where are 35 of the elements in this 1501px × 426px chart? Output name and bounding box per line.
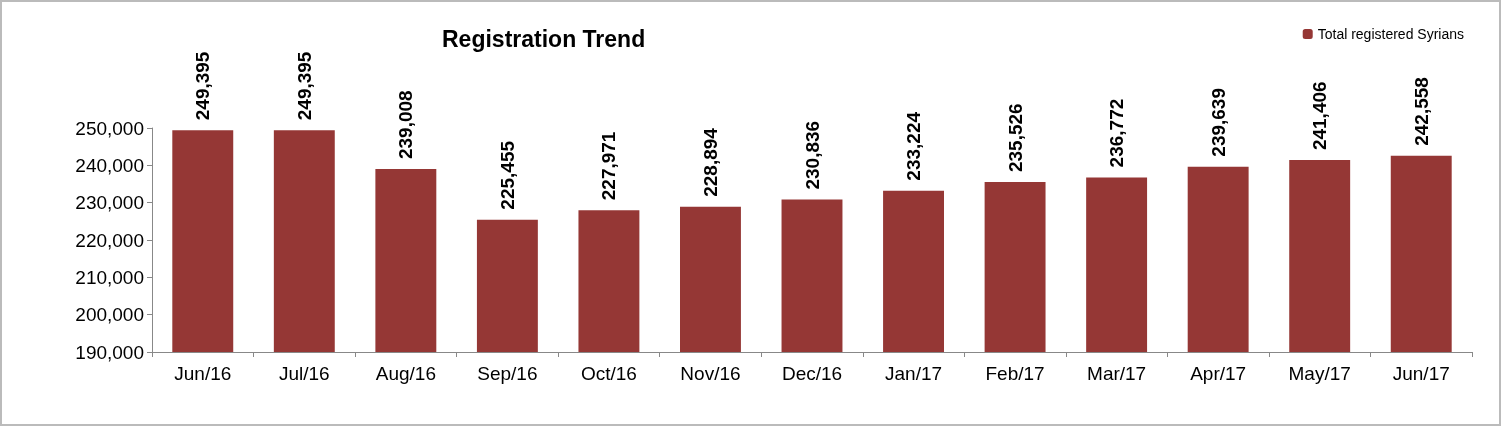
- x-tick-label: Jun/16: [174, 363, 232, 384]
- x-tick-label: Feb/17: [985, 363, 1045, 384]
- y-tick-label: 240,000: [75, 154, 144, 176]
- y-tick-label: 210,000: [75, 266, 144, 288]
- data-label: 233,224: [903, 111, 925, 181]
- data-label: 228,894: [699, 127, 721, 197]
- y-tick-label: 250,000: [75, 117, 144, 139]
- data-label: 230,836: [801, 120, 823, 190]
- x-tick-label: Jul/16: [278, 363, 330, 384]
- x-tick-label: Dec/16: [781, 363, 843, 384]
- y-tick-label: 230,000: [75, 192, 144, 214]
- x-tick-label: Mar/17: [1087, 363, 1147, 384]
- data-label: 241,406: [1309, 81, 1331, 151]
- x-tick-label: May/17: [1288, 363, 1351, 384]
- data-label: 242,558: [1410, 77, 1432, 146]
- x-tick-label: Jan/17: [885, 363, 943, 384]
- x-tick-label: Aug/16: [375, 363, 436, 384]
- x-tick-label: Oct/16: [580, 363, 637, 384]
- x-tick-label: Sep/16: [477, 363, 538, 384]
- data-label: 249,395: [192, 51, 214, 121]
- data-label: 236,772: [1106, 98, 1128, 168]
- x-tick-label: Nov/16: [680, 363, 741, 384]
- y-tick-label: 220,000: [75, 229, 144, 251]
- data-label: 239,639: [1207, 87, 1229, 157]
- x-tick-label: Apr/17: [1190, 363, 1247, 384]
- data-label: 235,526: [1004, 103, 1026, 173]
- chart-title: Registration Trend: [442, 25, 646, 52]
- legend-label: Total registered Syrians: [1317, 26, 1465, 42]
- data-label: 227,971: [598, 131, 620, 201]
- y-tick-label: 200,000: [75, 304, 144, 326]
- data-label: 239,008: [395, 90, 417, 160]
- y-tick-label: 190,000: [75, 341, 144, 363]
- data-label: 249,395: [293, 51, 315, 121]
- x-tick-label: Jun/17: [1392, 363, 1450, 384]
- data-label: 225,455: [496, 140, 518, 210]
